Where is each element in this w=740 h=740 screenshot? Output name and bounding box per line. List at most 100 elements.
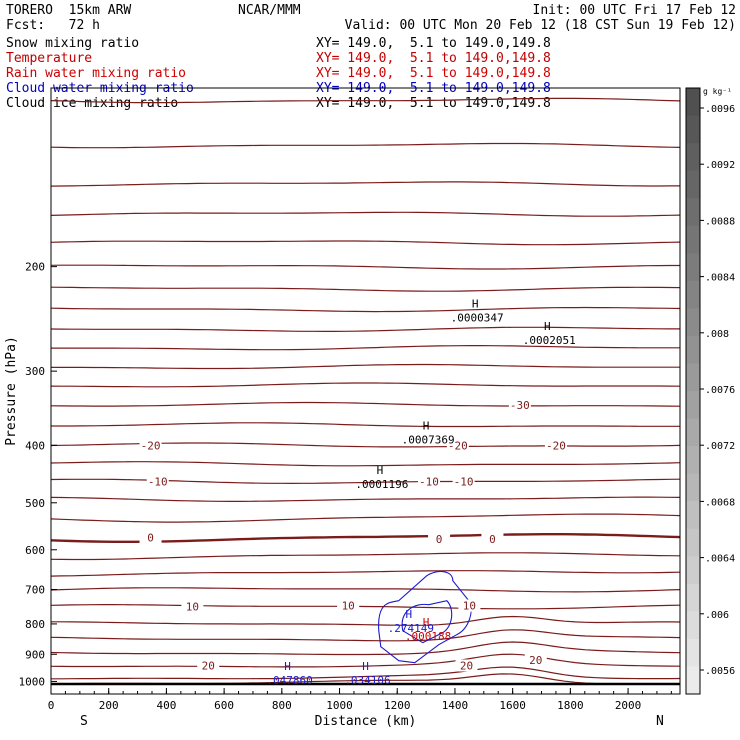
colorbar-segment — [686, 363, 700, 392]
isotherm-label: -20 — [448, 439, 468, 452]
max-value: .034106 — [344, 674, 390, 687]
colorbar-segment — [686, 88, 700, 117]
isotherm — [50, 513, 681, 523]
colorbar-segment — [686, 335, 700, 364]
isotherm-label: -10 — [148, 475, 168, 488]
colorbar-tick-label: .0072 — [705, 441, 735, 452]
colorbar-tick-label: .006 — [705, 610, 729, 621]
colorbar-tick-label: .0076 — [705, 385, 735, 396]
valid-time: Valid: 00 UTC Mon 20 Feb 12 (18 CST Sun … — [344, 18, 736, 33]
plot-frame — [50, 87, 681, 695]
max-value: .0000347 — [451, 312, 504, 325]
isotherm-label: 10 — [342, 600, 355, 613]
field-xy: XY= 149.0, 5.1 to 149.0,149.8 — [316, 66, 551, 81]
x-tick-label: 600 — [214, 699, 234, 712]
cloud-water-contour — [378, 570, 472, 664]
isotherm — [50, 641, 681, 656]
maxima-labels: H.0000347H.0002051H.0007369H.0001196H.27… — [266, 298, 575, 688]
label-bg — [139, 439, 162, 452]
y-tick-label: 1000 — [19, 675, 46, 688]
label-bg — [452, 475, 475, 488]
isotherm-label: 20 — [529, 654, 542, 667]
label-bg — [455, 659, 478, 672]
colorbar-segment — [686, 115, 700, 144]
max-marker: H — [544, 320, 551, 333]
x-tick-label: 1200 — [384, 699, 411, 712]
label-bg — [139, 531, 162, 544]
x-tick-label: 400 — [156, 699, 176, 712]
max-marker: H — [405, 608, 412, 621]
colorbar-segment — [686, 583, 700, 612]
max-value: .000188 — [405, 630, 451, 643]
colorbar-tick-label: .0056 — [705, 666, 735, 677]
field-xy: XY= 149.0, 5.1 to 149.0,149.8 — [316, 36, 551, 51]
max-value: .274149 — [388, 622, 434, 635]
x-axis-label: Distance (km) — [315, 714, 417, 729]
max-value: .047860 — [266, 674, 312, 687]
isotherm-label: 0 — [147, 531, 154, 544]
label-bg — [524, 653, 547, 666]
max-value: .0002051 — [523, 334, 576, 347]
y-tick-label: 700 — [25, 584, 45, 597]
colorbar-segment — [686, 528, 700, 557]
x-tick-label: 800 — [272, 699, 292, 712]
label-bg — [181, 600, 204, 613]
colorbar-segment — [686, 391, 700, 420]
label-bg — [544, 439, 567, 452]
max-value: .0001196 — [355, 478, 408, 491]
colorbar-segment — [686, 638, 700, 667]
x-tick-label: 1000 — [326, 699, 353, 712]
y-tick-label: 600 — [25, 544, 45, 557]
south-label: S — [80, 714, 88, 729]
isotherm-label: 10 — [186, 601, 199, 614]
isotherm — [51, 345, 680, 351]
colorbar-segment — [686, 170, 700, 199]
isotherm — [50, 604, 681, 610]
colorbar-segment — [686, 418, 700, 447]
field-name: Rain water mixing ratio — [6, 66, 187, 81]
field-xy: XY= 149.0, 5.1 to 149.0,149.8 — [316, 51, 551, 66]
max-marker: H — [377, 464, 384, 477]
isotherm-label: 0 — [489, 533, 496, 546]
colorbar-segment — [686, 198, 700, 227]
y-tick-label: 400 — [25, 439, 45, 452]
isotherm-label: -10 — [419, 475, 439, 488]
x-tick-label: 2000 — [615, 699, 642, 712]
isotherm — [51, 666, 681, 680]
max-marker: H — [423, 616, 430, 629]
isotherm — [50, 461, 681, 467]
colorbar-tick-label: .0092 — [705, 160, 735, 171]
max-marker: H — [362, 660, 369, 673]
colorbar-tick-label: .0084 — [705, 273, 735, 284]
forecast-hour: Fcst: 72 h — [6, 18, 100, 33]
colorbar: .0056 .006 .0064 .0068 .0072 .0076 .008 .0084 .0… — [685, 87, 735, 695]
colorbar-tick-label: .008 — [705, 329, 729, 340]
colorbar-segment — [686, 446, 700, 475]
y-tick-label: 500 — [25, 497, 45, 510]
north-label: N — [656, 714, 664, 729]
isotherm — [50, 552, 681, 561]
isotherm — [50, 306, 681, 313]
isotherm — [51, 363, 680, 370]
label-bg — [508, 398, 531, 411]
label-bg — [481, 532, 504, 545]
colorbar-tick-label: .0064 — [705, 554, 735, 565]
isotherm-label: 10 — [463, 600, 476, 613]
colorbar-frame — [685, 87, 701, 695]
cloud-water-contour — [401, 600, 453, 644]
colorbar-segment — [686, 253, 700, 282]
label-bg — [417, 475, 440, 488]
isotherm — [50, 570, 681, 577]
isotherm-label: 20 — [460, 659, 473, 672]
y-axis-label: Pressure (hPa) — [4, 336, 19, 446]
max-marker: H — [472, 298, 479, 311]
isotherm-label: 0 — [436, 533, 443, 546]
isotherm — [50, 629, 681, 642]
max-value: .0007369 — [402, 433, 455, 446]
field-name: Temperature — [6, 51, 93, 66]
field-name: Snow mixing ratio — [6, 36, 140, 51]
x-tick-label: 0 — [48, 699, 55, 712]
colorbar-segment — [686, 666, 700, 695]
colorbar-tick-label: .0068 — [705, 497, 735, 508]
